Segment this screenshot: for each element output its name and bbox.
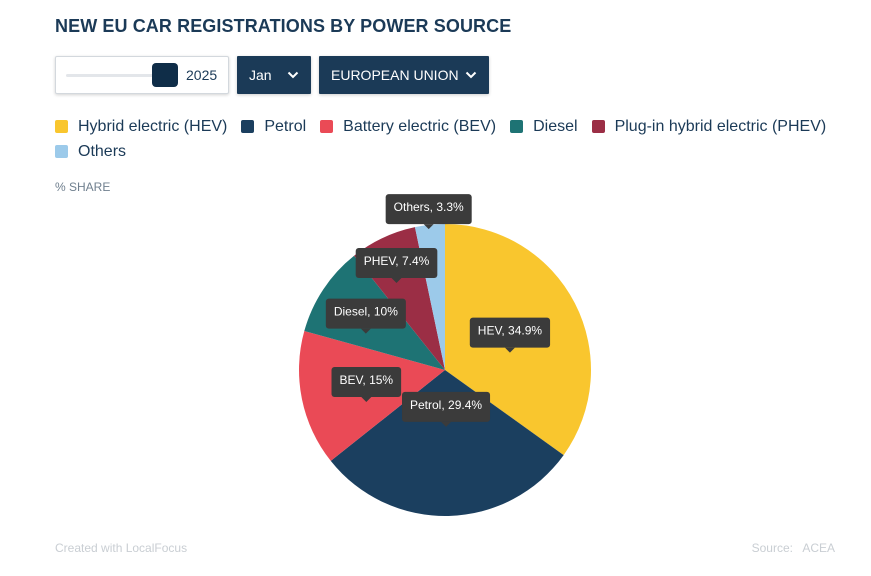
month-dropdown-label: Jan	[249, 67, 272, 83]
legend-label: Others	[78, 142, 127, 160]
legend-item-diesel[interactable]: Diesel	[510, 116, 578, 137]
chevron-down-icon	[287, 71, 299, 79]
year-slider-value: 2025	[186, 67, 218, 83]
data-label-pointer	[360, 328, 371, 334]
legend-swatch	[510, 120, 524, 133]
legend-label: Battery electric (BEV)	[343, 117, 497, 135]
data-label-text: BEV, 15%	[340, 373, 394, 387]
data-label-text: Diesel, 10%	[334, 305, 398, 319]
credit-link[interactable]: Created with LocalFocus	[55, 541, 188, 555]
chart-title: NEW EU CAR REGISTRATIONS BY POWER SOURCE	[55, 16, 512, 36]
data-label-pointer	[423, 224, 434, 230]
legend-label: Hybrid electric (HEV)	[78, 117, 228, 135]
legend-item-hev[interactable]: Hybrid electric (HEV)	[55, 116, 227, 137]
legend-item-bev[interactable]: Battery electric (BEV)	[320, 116, 496, 137]
data-label-pointer	[504, 347, 515, 353]
legend-swatch	[241, 120, 255, 133]
data-label-box	[402, 391, 491, 422]
pie-slice-petrol[interactable]	[330, 370, 564, 516]
data-label-box	[385, 194, 472, 225]
year-slider-track[interactable]	[66, 74, 168, 77]
region-dropdown[interactable]: EUROPEAN UNION	[319, 56, 489, 94]
legend-swatch	[55, 120, 68, 133]
legend: Hybrid electric (HEV) Petrol Battery elect…	[55, 116, 845, 162]
data-label-text: HEV, 34.9%	[478, 324, 543, 338]
data-label-pointer	[441, 421, 452, 427]
source-value[interactable]: ACEA	[802, 541, 835, 555]
year-slider[interactable]: 2025	[55, 56, 229, 94]
source-label: Source:	[751, 541, 793, 555]
data-label-others: Others, 3.3%	[385, 194, 472, 230]
data-label-diesel: Diesel, 10%	[325, 298, 406, 334]
source-note: Source: ACEA	[746, 541, 835, 555]
legend-label: Plug-in hybrid electric (PHEV)	[614, 117, 827, 135]
unit-label: % SHARE	[55, 180, 111, 194]
data-label-phev: PHEV, 7.4%	[355, 247, 438, 283]
legend-item-phev[interactable]: Plug-in hybrid electric (PHEV)	[591, 116, 827, 137]
data-label-box	[325, 298, 406, 329]
chevron-down-icon	[465, 71, 477, 79]
data-label-petrol: Petrol, 29.4%	[402, 391, 491, 427]
data-label-box	[469, 317, 551, 348]
data-label-hev: HEV, 34.9%	[469, 317, 551, 353]
legend-label: Diesel	[533, 117, 578, 135]
legend-item-petrol[interactable]: Petrol	[241, 116, 306, 137]
data-label-text: Petrol, 29.4%	[410, 398, 482, 412]
legend-swatch	[320, 120, 334, 133]
year-slider-handle[interactable]	[152, 63, 178, 87]
data-label-text: PHEV, 7.4%	[364, 254, 430, 268]
legend-item-others[interactable]: Others	[55, 141, 126, 162]
data-label-bev: BEV, 15%	[331, 367, 402, 403]
data-label-pointer	[361, 397, 372, 403]
data-label-box	[331, 367, 402, 398]
data-label-box	[355, 247, 438, 278]
month-dropdown[interactable]: Jan	[237, 56, 311, 94]
region-dropdown-label: EUROPEAN UNION	[331, 67, 459, 83]
legend-swatch	[55, 145, 68, 158]
data-label-pointer	[391, 277, 402, 283]
data-label-text: Others, 3.3%	[394, 200, 464, 214]
legend-label: Petrol	[264, 117, 307, 135]
legend-swatch	[591, 120, 605, 133]
